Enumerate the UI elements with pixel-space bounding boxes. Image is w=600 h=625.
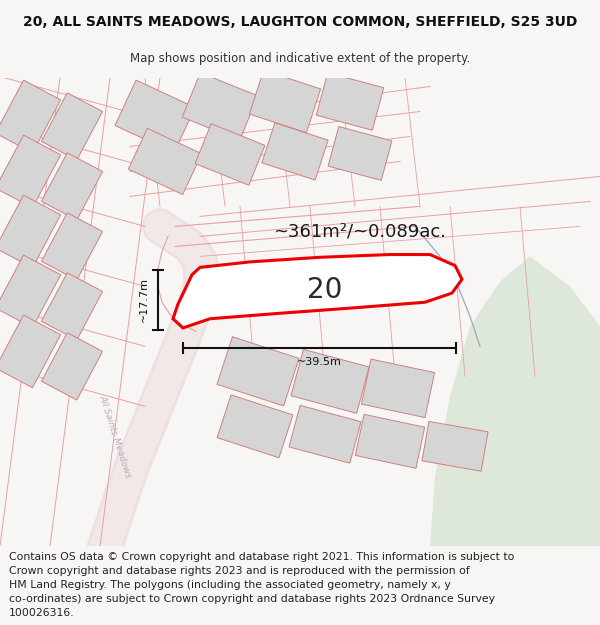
Polygon shape: [41, 332, 103, 400]
Text: Contains OS data © Crown copyright and database right 2021. This information is : Contains OS data © Crown copyright and d…: [9, 552, 514, 562]
Polygon shape: [262, 123, 328, 180]
Polygon shape: [173, 254, 462, 328]
Polygon shape: [0, 315, 61, 388]
Text: 100026316.: 100026316.: [9, 608, 74, 618]
Text: Crown copyright and database rights 2023 and is reproduced with the permission o: Crown copyright and database rights 2023…: [9, 566, 470, 576]
Polygon shape: [217, 395, 293, 458]
Text: HM Land Registry. The polygons (including the associated geometry, namely x, y: HM Land Registry. The polygons (includin…: [9, 580, 451, 590]
Text: ~17.7m: ~17.7m: [139, 278, 149, 322]
Polygon shape: [182, 72, 258, 141]
Polygon shape: [0, 255, 61, 328]
Polygon shape: [316, 72, 384, 130]
Polygon shape: [41, 213, 103, 280]
Text: ~361m²/~0.089ac.: ~361m²/~0.089ac.: [274, 222, 446, 241]
Polygon shape: [328, 126, 392, 181]
Polygon shape: [361, 359, 434, 418]
Text: Map shows position and indicative extent of the property.: Map shows position and indicative extent…: [130, 52, 470, 64]
Polygon shape: [0, 195, 61, 268]
Polygon shape: [0, 135, 61, 208]
Polygon shape: [430, 256, 600, 546]
Text: 20: 20: [307, 276, 343, 304]
Text: ~39.5m: ~39.5m: [297, 357, 342, 367]
Polygon shape: [250, 71, 320, 132]
Polygon shape: [422, 421, 488, 471]
Polygon shape: [41, 93, 103, 160]
Polygon shape: [115, 80, 195, 153]
Polygon shape: [195, 124, 265, 185]
Text: All Saints Meadows: All Saints Meadows: [97, 394, 133, 479]
Polygon shape: [355, 414, 425, 468]
Polygon shape: [289, 406, 361, 463]
Text: 20, ALL SAINTS MEADOWS, LAUGHTON COMMON, SHEFFIELD, S25 3UD: 20, ALL SAINTS MEADOWS, LAUGHTON COMMON,…: [23, 15, 577, 29]
Text: co-ordinates) are subject to Crown copyright and database rights 2023 Ordnance S: co-ordinates) are subject to Crown copyr…: [9, 594, 495, 604]
Polygon shape: [217, 337, 299, 406]
Polygon shape: [128, 128, 202, 194]
Polygon shape: [41, 272, 103, 340]
Polygon shape: [0, 80, 61, 152]
Polygon shape: [41, 152, 103, 220]
Polygon shape: [291, 349, 369, 413]
